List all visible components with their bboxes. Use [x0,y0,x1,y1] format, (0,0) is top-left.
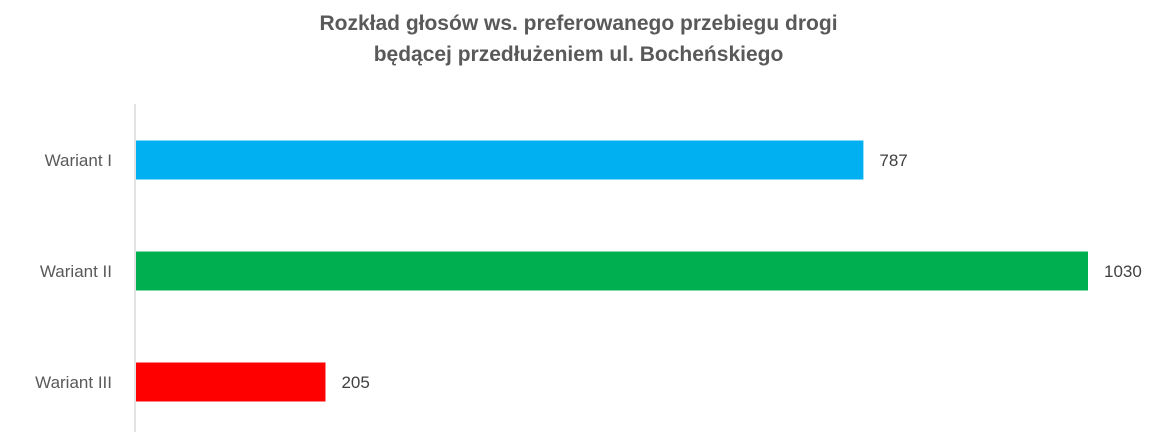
category-label-3: Wariant III [35,373,112,392]
category-label-1: Wariant I [45,151,112,170]
chart-title: Rozkład głosów ws. preferowanego przebie… [0,8,1157,70]
chart-title-line-1: Rozkład głosów ws. preferowanego przebie… [319,12,838,35]
category-label-2: Wariant II [40,262,112,281]
bar-3 [136,362,326,402]
chart-title-line-2: będącej przedłużeniem ul. Bocheńskiego [373,43,784,66]
bar-1 [136,140,864,180]
bars-layer: Wariant I 787 Wariant II 1030 Wariant III 205 [35,140,1142,402]
value-label-2: 1030 [1104,262,1142,281]
value-label-3: 205 [341,373,369,392]
bar-2 [136,251,1088,291]
value-label-1: 787 [879,151,907,170]
